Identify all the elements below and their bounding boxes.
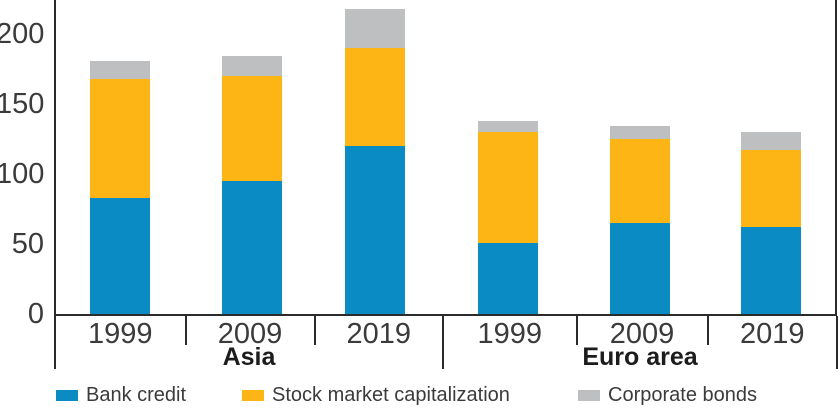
bar-segment-stock-market-capitalization: [90, 78, 150, 198]
stacked-bar-2009-euro-area: [610, 126, 670, 314]
x-axis-year-label: 2019: [346, 318, 411, 350]
legend-label-bank-credit: Bank credit: [86, 383, 187, 406]
legend-item-corporate-bonds: Corporate bonds: [578, 384, 757, 406]
x-axis-year-label: 2009: [609, 318, 675, 350]
bar-segment-corporate-bonds: [90, 60, 150, 79]
x-axis-year-separator: [313, 316, 316, 345]
bar-segment-bank-credit: [741, 227, 801, 314]
bar-segment-corporate-bonds: [222, 56, 282, 76]
bar-segment-stock-market-capitalization: [741, 150, 801, 228]
legend-label-stock-market-capitalization: Stock market capitalization: [272, 383, 510, 406]
stacked-bar-2019-euro-area: [741, 132, 801, 314]
y-axis-tick-label: 0: [27, 298, 44, 330]
x-axis-year-label: 1999: [87, 318, 153, 350]
y-axis-tick-label: 50: [11, 228, 44, 260]
plot-right-border: [835, 0, 837, 316]
stacked-bar-1999-euro-area: [478, 120, 538, 314]
legend-item-stock-market-capitalization: Stock market capitalization: [242, 384, 510, 406]
x-axis-year-label: 2009: [217, 318, 283, 350]
x-axis-group-label-euro-area: Euro area: [582, 343, 698, 371]
x-axis-group-separator: [836, 316, 838, 369]
bar-segment-bank-credit: [478, 242, 538, 314]
legend-label-corporate-bonds: Corporate bonds: [608, 383, 757, 406]
x-axis-year-separator: [706, 316, 709, 345]
legend-swatch-corporate-bonds: [578, 389, 600, 401]
y-axis-tick-label: 100: [0, 158, 45, 190]
bar-segment-bank-credit: [610, 222, 670, 314]
x-axis-year-separator: [184, 316, 187, 345]
bar-segment-corporate-bonds: [478, 120, 538, 132]
bar-segment-stock-market-capitalization: [345, 47, 405, 146]
x-axis-year-label: 2019: [739, 318, 805, 350]
bar-segment-stock-market-capitalization: [610, 138, 670, 223]
bar-segment-bank-credit: [90, 197, 150, 314]
x-axis-group-separator: [54, 316, 56, 369]
bar-segment-corporate-bonds: [610, 126, 670, 139]
legend-swatch-bank-credit: [56, 389, 78, 401]
x-axis-group-separator: [442, 316, 444, 369]
x-axis-year-label: 1999: [477, 318, 542, 350]
bar-segment-corporate-bonds: [741, 132, 801, 151]
bar-segment-corporate-bonds: [345, 8, 405, 48]
stacked-bar-1999-asia: [90, 60, 150, 314]
stacked-bar-2009-asia: [222, 56, 282, 314]
x-axis-year-separator: [575, 316, 578, 345]
y-axis-tick-label: 200: [0, 18, 45, 50]
bar-segment-bank-credit: [345, 145, 405, 314]
stacked-bar-2019-asia: [345, 8, 405, 314]
x-axis-group-label-asia: Asia: [222, 343, 276, 371]
bar-segment-bank-credit: [222, 180, 282, 314]
y-axis-line: [54, 0, 56, 316]
x-axis-line: [54, 314, 837, 316]
y-axis-tick-label: 150: [0, 88, 45, 120]
legend-item-bank-credit: Bank credit: [56, 384, 186, 406]
bar-segment-stock-market-capitalization: [222, 75, 282, 181]
legend-swatch-stock-market-capitalization: [242, 389, 264, 401]
bar-segment-stock-market-capitalization: [478, 131, 538, 243]
